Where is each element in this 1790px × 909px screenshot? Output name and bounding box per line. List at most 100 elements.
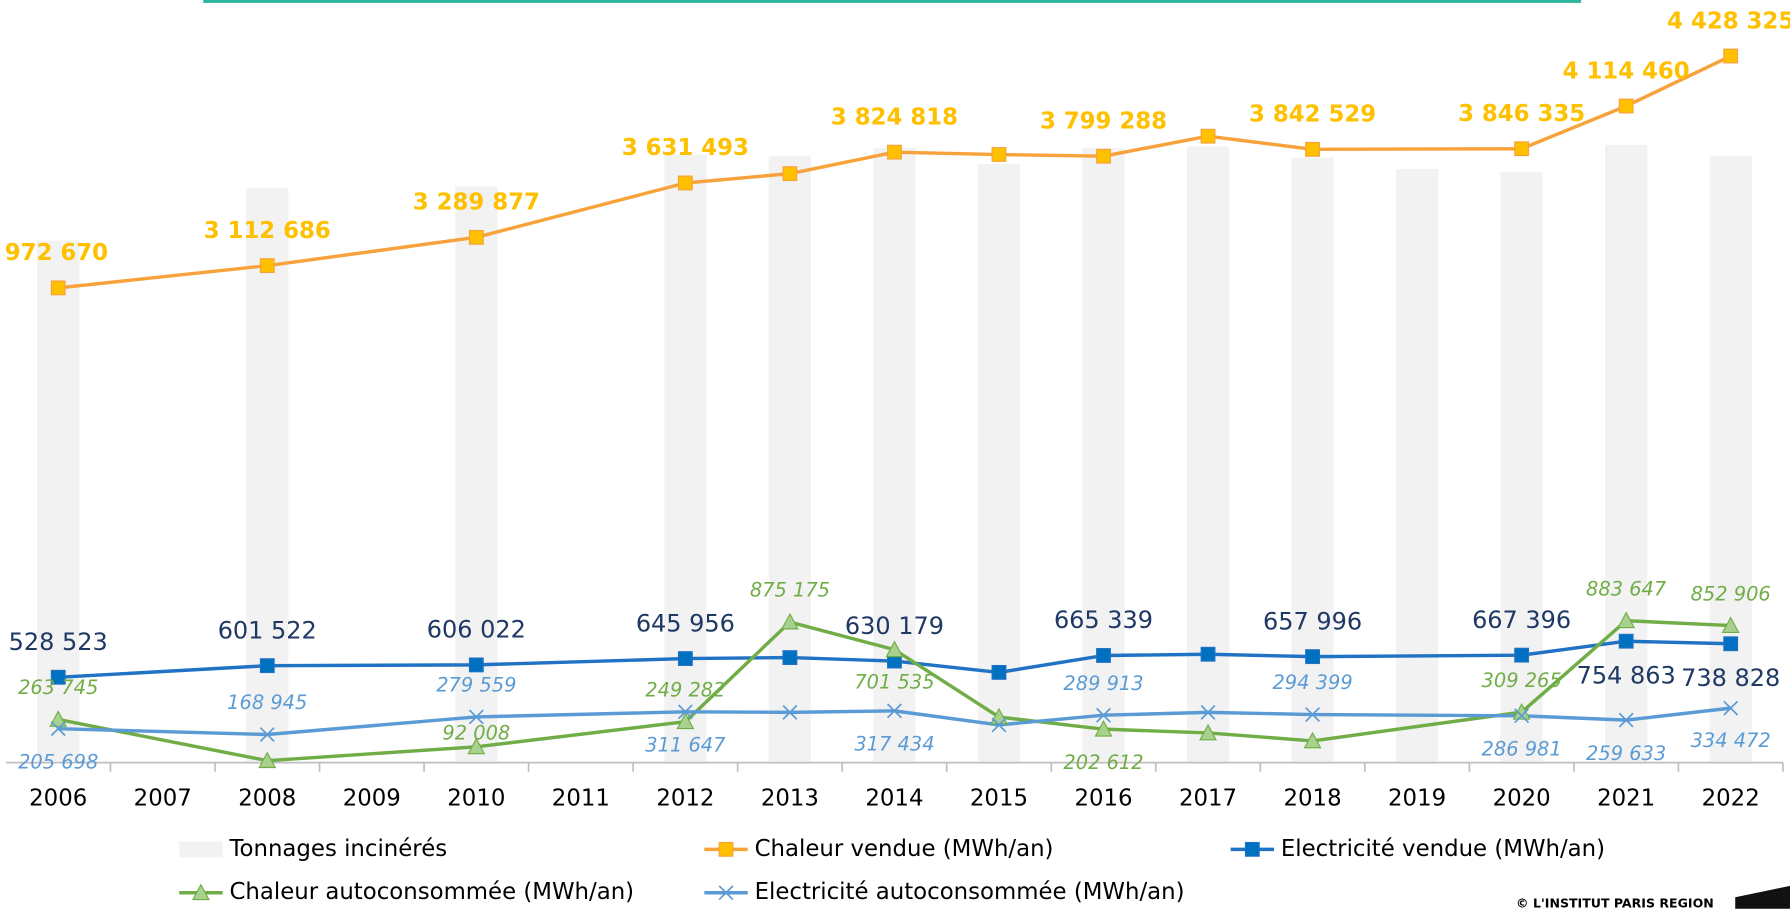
bar	[1395, 168, 1439, 762]
marker	[1200, 128, 1216, 144]
data-label: 279 559	[436, 674, 516, 697]
x-tick-label: 2019	[1388, 786, 1446, 812]
data-label: 4 428 325	[1667, 8, 1790, 34]
legend-marker	[1244, 841, 1260, 857]
marker	[676, 712, 695, 730]
data-label: 667 396	[1472, 606, 1571, 634]
x-tick-label: 2018	[1284, 786, 1342, 812]
marker	[886, 703, 902, 719]
marker	[780, 612, 799, 630]
marker	[259, 658, 275, 674]
marker	[50, 669, 66, 685]
marker	[1723, 48, 1739, 64]
data-label: 205 698	[18, 750, 98, 773]
marker	[782, 704, 798, 720]
credit: © L'INSTITUT PARIS REGION	[1516, 896, 1714, 909]
data-label: 4 114 460	[1563, 58, 1690, 84]
x-tick-label: 2011	[552, 786, 610, 812]
bar	[1186, 146, 1230, 762]
data-label: 875 175	[750, 579, 830, 602]
marker	[782, 650, 798, 666]
bar	[1709, 156, 1752, 762]
x-tick-label: 2017	[1179, 786, 1237, 812]
bar	[977, 164, 1021, 762]
data-label: 309 265	[1482, 669, 1562, 692]
x-tick-label: 2009	[343, 786, 401, 812]
data-label: 249 282	[645, 678, 725, 701]
data-label: 2 972 670	[0, 240, 108, 266]
marker	[677, 704, 693, 720]
data-label: 657 996	[1263, 607, 1362, 635]
legend-swatch	[179, 841, 223, 858]
data-label: 645 956	[636, 609, 735, 637]
marker	[1618, 712, 1634, 728]
x-tick-label: 2012	[656, 786, 714, 812]
marker	[1305, 141, 1320, 157]
bar	[768, 156, 812, 762]
marker	[1094, 719, 1113, 737]
legend-marker	[718, 841, 734, 857]
marker	[1200, 646, 1216, 662]
marker	[885, 640, 904, 658]
legend-marker	[191, 883, 210, 901]
legend-label: Electricité autoconsommée (MWh/an)	[755, 879, 1185, 905]
marker	[991, 717, 1007, 733]
legend-label: Chaleur autoconsommée (MWh/an)	[229, 879, 634, 905]
x-tick-label: 2022	[1702, 786, 1760, 812]
bar	[1605, 144, 1648, 762]
marker	[468, 229, 484, 245]
marker	[50, 721, 66, 737]
data-label: 3 846 335	[1458, 101, 1585, 127]
data-label: 738 828	[1681, 664, 1780, 692]
x-tick-label: 2016	[1074, 786, 1132, 812]
marker	[1617, 611, 1636, 629]
x-tick-label: 2013	[761, 786, 819, 812]
data-label: 528 523	[9, 628, 108, 656]
marker	[1303, 731, 1322, 749]
marker	[467, 737, 486, 755]
marker	[1514, 647, 1530, 663]
data-label: 701 535	[854, 670, 934, 693]
marker	[1723, 636, 1739, 652]
x-tick-label: 2021	[1597, 786, 1655, 812]
marker	[1514, 708, 1530, 724]
logo	[1735, 885, 1790, 909]
marker	[991, 147, 1007, 162]
data-label: 754 863	[1577, 662, 1676, 690]
data-label: 3 824 818	[831, 104, 958, 130]
bar	[1082, 148, 1125, 762]
data-label: 289 913	[1063, 672, 1143, 695]
data-label: 168 945	[227, 691, 307, 714]
data-label: 286 981	[1482, 737, 1562, 760]
data-label: 606 022	[427, 616, 526, 644]
marker	[1199, 723, 1217, 741]
marker	[1096, 707, 1111, 723]
marker	[1723, 700, 1739, 716]
data-label: 263 745	[18, 676, 98, 699]
data-label: 92 008	[442, 722, 510, 745]
data-label: 3 112 686	[204, 218, 331, 244]
marker	[1200, 704, 1216, 720]
marker	[782, 166, 798, 182]
legend-label: Chaleur vendue (MWh/an)	[755, 836, 1054, 862]
data-label: 294 399	[1272, 671, 1352, 694]
marker	[49, 710, 68, 727]
data-label: 259 633	[1586, 742, 1666, 765]
x-tick-label: 2020	[1493, 786, 1551, 812]
x-tick-label: 2010	[447, 786, 505, 812]
bar	[1500, 172, 1543, 762]
marker	[1618, 633, 1634, 649]
data-label: 665 339	[1054, 606, 1153, 634]
marker	[991, 664, 1007, 680]
marker	[1514, 141, 1530, 157]
marker	[50, 280, 66, 296]
data-label: 883 647	[1586, 577, 1667, 600]
x-tick-label: 2014	[865, 786, 923, 812]
data-label: 3 799 288	[1040, 108, 1167, 134]
marker	[677, 651, 693, 666]
data-label: 3 842 529	[1249, 102, 1376, 128]
legend-marker	[718, 885, 734, 901]
